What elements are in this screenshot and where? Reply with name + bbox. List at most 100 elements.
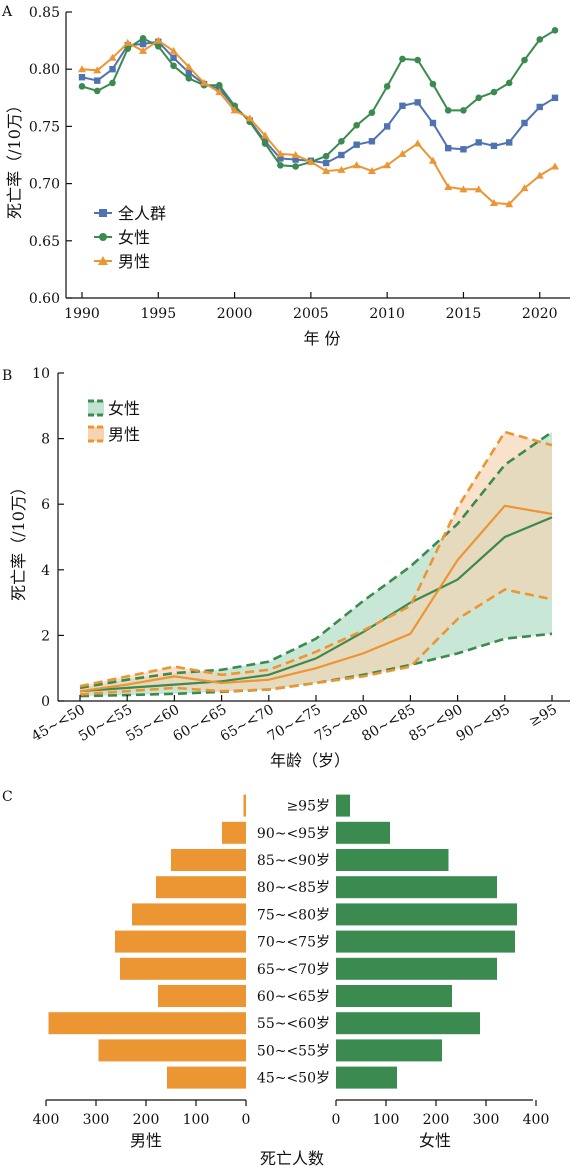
a-xtick-label: 2005 [293,306,329,322]
a-point-male [367,167,376,175]
a-point-all [277,155,284,162]
b-xtick-label: 90~<95 [454,702,513,745]
a-point-all [490,142,498,150]
legend-band-female [88,401,104,415]
a-point-all [521,119,528,127]
panel-c-right-label: 女性 [419,1131,451,1150]
a-point-male [245,114,254,122]
c-category-label: 45~<50岁 [257,1071,330,1087]
a-point-male [413,139,422,147]
a-point-all [109,66,116,73]
a-point-male [337,165,346,173]
a-point-all [475,139,482,146]
legend-label-male-b: 男性 [108,425,140,444]
a-point-male [520,184,529,192]
a-xtick-label: 2000 [217,306,253,322]
a-point-female [536,36,544,43]
a-line-male [81,39,556,206]
a-point-male [78,65,86,73]
c-category-label: 65~<70岁 [257,962,330,978]
c-bar-female [336,903,517,926]
a-xtick-label: 2010 [369,306,405,322]
c-left-tick-label: 100 [183,1112,210,1128]
a-point-male [139,46,148,54]
a-point-male [123,38,132,46]
c-bar-male [115,930,246,953]
a-point-all [185,69,193,76]
b-lower-female [79,632,553,698]
c-category-label: 90~<95岁 [257,826,330,842]
a-ytick-label: 0.80 [29,62,60,78]
a-point-male [291,151,300,158]
c-category-label: 75~<80岁 [257,907,330,923]
c-category-label: 70~<75岁 [257,935,330,951]
panel-c-category-labels: ≥95岁 90~<95岁 85~<90岁 80~<85岁 75~<80岁 70~<75岁 6… [257,799,330,1087]
b-ytick-label: 8 [41,432,50,448]
c-bar-female [336,794,350,817]
a-point-all [353,141,360,148]
a-point-male [535,171,544,179]
b-ytick-label: 4 [41,563,50,579]
panel-b-bands [80,432,552,697]
a-line-all [81,40,556,165]
a-point-male [230,106,239,114]
a-point-all [551,94,559,101]
a-point-female [170,62,177,70]
b-upper-female [79,430,553,690]
b-band-male [80,432,552,695]
a-point-male [551,162,559,170]
a-point-female [490,88,498,96]
a-point-male [383,161,392,169]
legend-marker-all [99,209,107,217]
a-point-all [414,99,421,106]
legend-item-male: 男性 [94,252,150,271]
a-point-male [505,200,514,208]
b-line-female [79,516,553,693]
c-left-tick-label: 300 [83,1112,110,1128]
a-point-female [414,56,421,64]
panel-b-legend: 女性 男性 [88,399,140,444]
a-point-male [108,53,117,61]
a-ytick-label: 0.70 [29,177,60,193]
b-line-male [79,504,553,693]
a-point-female [216,81,223,89]
a-point-all [536,103,543,111]
a-point-female [505,79,513,87]
b-ytick-label: 2 [41,628,50,644]
a-ytick-label: 0.85 [29,5,60,21]
c-bar-female [336,1012,480,1035]
a-point-male [322,167,331,175]
c-category-label: 60~<65岁 [257,989,330,1005]
a-point-all [292,156,299,163]
a-point-all [368,138,376,145]
c-bar-male [158,985,246,1007]
c-category-label: ≥95岁 [286,799,330,815]
b-upper-male [79,430,553,688]
a-point-male [398,149,407,157]
c-left-tick-label: 400 [33,1112,60,1128]
a-point-male [261,131,270,139]
a-point-all [429,119,437,127]
a-point-all [170,54,177,61]
legend-label-female: 女性 [118,228,150,247]
panel-a-x-label: 年 份 [303,329,340,348]
c-bar-male [48,1012,246,1035]
c-bar-male [167,1066,246,1089]
a-point-all [322,159,330,167]
c-bar-female [336,1066,397,1089]
panel-a-y-ticks: 0.60 0.65 0.70 0.75 0.80 0.85 [29,5,72,307]
c-right-tick-label: 0 [332,1112,341,1128]
panel-c-bars [48,794,517,1089]
c-category-label: 80~<85岁 [257,880,330,896]
c-bar-female [336,876,497,899]
c-left-tick-label: 0 [242,1112,251,1128]
b-xtick-label: 60~<65 [170,702,229,745]
c-right-tick-label: 200 [423,1112,450,1128]
a-point-male [200,78,209,86]
a-point-male [444,183,453,191]
a-point-all [338,151,345,159]
a-xtick-label: 2015 [446,306,482,322]
a-point-male [154,36,163,44]
a-point-female [368,109,376,116]
a-point-male [428,156,437,164]
